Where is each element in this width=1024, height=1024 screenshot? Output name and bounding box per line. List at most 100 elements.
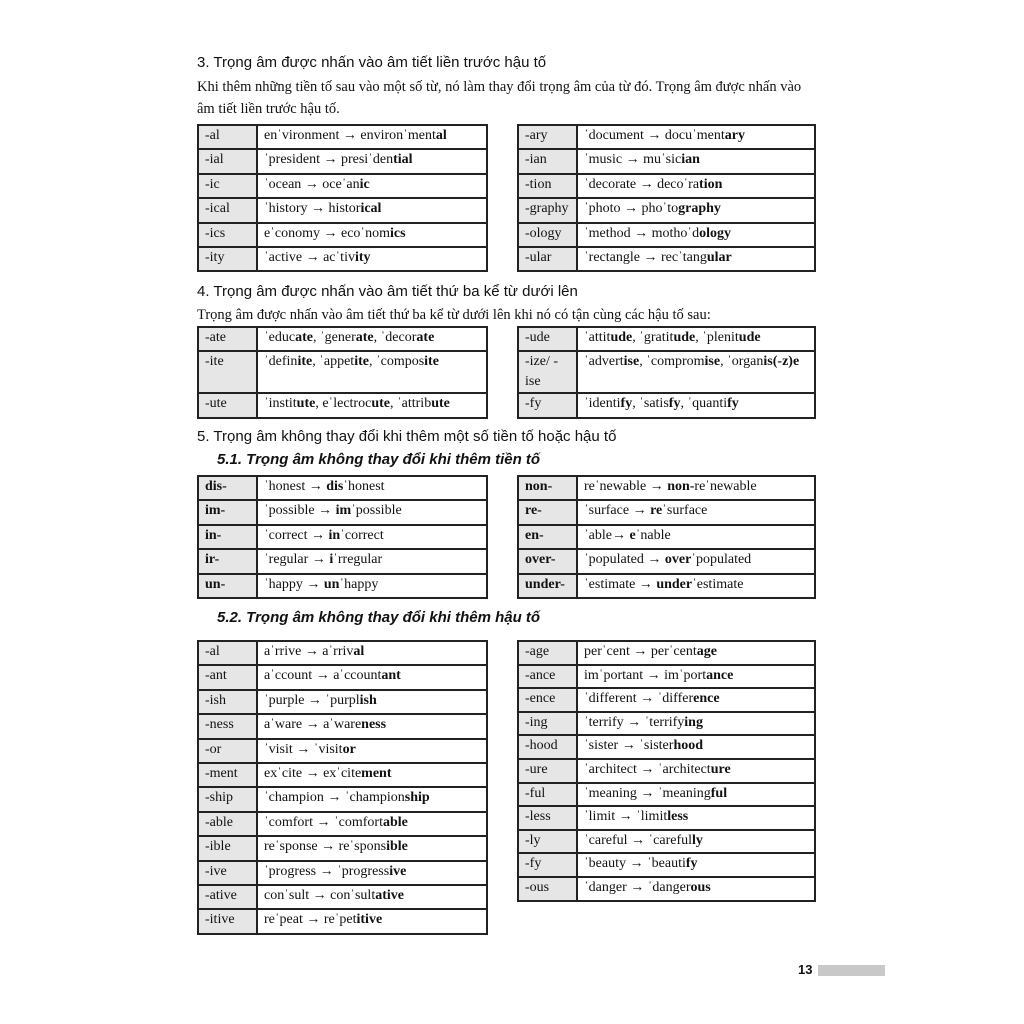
example-text: ˈidenti <box>584 396 621 412</box>
example-affix: re <box>650 503 663 519</box>
example-text: reˈnewable → <box>584 479 668 494</box>
example-cell: enˈvironment → environˈmental <box>256 123 488 151</box>
example-cell: ˈlimit → ˈlimitless <box>576 805 816 831</box>
page-number-bar <box>818 965 885 976</box>
example-text: ˈdifferent → ˈdiffer <box>584 691 694 707</box>
example-cell: ˈpurple → ˈpurplish <box>256 688 488 716</box>
table-row: -ic ˈocean → oceˈanic <box>197 172 488 200</box>
table-row: -ute ˈinstitute, eˈlectrocute, ˈattribute <box>197 392 488 419</box>
example-affix: ate <box>416 330 435 345</box>
section-5-2-heading: 5.2. Trọng âm không thay đổi khi thêm hậ… <box>217 609 541 626</box>
example-cell: ˈrectangle → recˈtangular <box>576 245 816 273</box>
example-affix: al <box>353 644 365 659</box>
example-affix: un <box>323 576 340 592</box>
example-cell: ˈpopulated → overˈpopulated <box>576 548 816 575</box>
example-text: ˈmethod → mothoˈd <box>584 225 700 241</box>
example-affix: ite <box>354 354 369 370</box>
example-text: , ˈcomprom <box>639 354 705 370</box>
table-row: -graphy ˈphoto → phoˈtography <box>517 197 816 224</box>
example-cell: ˈdanger → ˈdangerous <box>576 875 816 902</box>
table-row: -ible reˈsponse → reˈsponsible <box>197 835 488 862</box>
table-row: un- ˈhappy → unˈhappy <box>197 572 488 599</box>
example-text: reˈsponse → reˈspons <box>264 839 387 855</box>
affix-cell: -able <box>197 810 258 838</box>
example-cell: conˈsult → conˈsultative <box>256 883 488 911</box>
example-text: ˈdecorate → decoˈra <box>584 176 700 192</box>
table-5-2-right: -age perˈcent → perˈcentage -ance imˈportan… <box>517 640 816 902</box>
example-affix: ing <box>684 714 703 730</box>
example-text: ˈmeaning → ˈmeaning <box>584 785 711 801</box>
example-text: ˈrregular <box>333 552 383 568</box>
example-cell: reˈsponse → reˈsponsible <box>256 835 488 862</box>
affix-cell: dis- <box>197 474 258 502</box>
example-text: ˈinstit <box>264 396 297 412</box>
example-text: ˈattit <box>584 330 611 345</box>
example-text: ˈvisit → ˈvisit <box>264 741 343 757</box>
table-row: -ude ˈattitude, ˈgratitude, ˈplenitude <box>517 325 816 353</box>
example-affix: fy <box>685 856 698 872</box>
affix-cell: -ic <box>197 172 258 200</box>
table-row: -less ˈlimit → ˈlimitless <box>517 805 816 831</box>
example-text: ˈarchitect → ˈarchitect <box>584 761 711 777</box>
example-affix: hood <box>673 738 704 754</box>
example-text: ˈpresident → presiˈden <box>264 152 394 168</box>
affix-cell: -ial <box>197 148 258 175</box>
example-affix: ary <box>724 128 745 143</box>
example-text: ˈcorrect → <box>264 527 329 543</box>
example-cell: ˈcareful → ˈcarefully <box>576 828 816 855</box>
example-affix: ance <box>706 667 734 683</box>
example-text: enˈvironment → environˈment <box>264 128 436 143</box>
example-text: reˈpeat → reˈpet <box>264 912 357 928</box>
affix-cell: -ance <box>517 663 578 690</box>
section-4-heading: 4. Trọng âm được nhấn vào âm tiết thứ ba… <box>197 283 578 300</box>
table-3-right: -ary ˈdocument → docuˈmentary -ian ˈmusic →… <box>517 123 816 273</box>
example-affix: ly <box>692 832 703 848</box>
affix-cell: -hood <box>517 734 578 760</box>
table-row: -tion ˈdecorate → decoˈration <box>517 172 816 200</box>
example-cell: reˈpeat → reˈpetitive <box>256 908 488 935</box>
example-cell: aˈrrive → aˈrrival <box>256 639 488 667</box>
table-row: -ance imˈportant → imˈportance <box>517 663 816 690</box>
example-cell: ˈeducate, ˈgenerate, ˈdecorate <box>256 325 488 353</box>
section-5-1-heading: 5.1. Trọng âm không thay đổi khi thêm ti… <box>217 451 541 468</box>
example-cell: ˈinstitute, eˈlectrocute, ˈattribute <box>256 392 488 419</box>
example-cell: ˈmeaning → ˈmeaningful <box>576 781 816 808</box>
table-row: -ive ˈprogress → ˈprogressive <box>197 859 488 886</box>
example-affix: is(-z)e <box>763 354 800 370</box>
example-text: ˈrectangle → recˈtang <box>584 249 707 265</box>
example-text: , ˈcompos <box>368 354 425 370</box>
affix-cell: ir- <box>197 548 258 575</box>
table-row: -fy ˈbeauty → ˈbeautify <box>517 852 816 878</box>
example-affix: ute <box>371 396 390 412</box>
example-text: ˈocean → oceˈan <box>264 176 360 192</box>
example-affix: ology <box>699 225 731 241</box>
affix-cell: -ness <box>197 713 258 740</box>
section-5-heading: 5. Trọng âm không thay đổi khi thêm một … <box>197 428 617 445</box>
affix-cell: -ible <box>197 835 258 862</box>
example-text: ˈterrify → ˈterrify <box>584 714 685 730</box>
example-text: ˈprogress → ˈprogress <box>264 863 390 879</box>
example-cell: eˈconomy → ecoˈnomics <box>256 221 488 248</box>
example-text: , ˈattrib <box>389 396 432 412</box>
table-row: -ate ˈeducate, ˈgenerate, ˈdecorate <box>197 325 488 353</box>
section-4-paragraph: Trọng âm được nhấn vào âm tiết thứ ba kể… <box>197 307 711 323</box>
table-row: -ology ˈmethod → mothoˈdology <box>517 221 816 248</box>
example-affix: ment <box>361 765 392 781</box>
example-text: ˈpossible → <box>264 503 336 519</box>
affix-cell: re- <box>517 499 578 526</box>
affix-cell: -ical <box>197 197 258 224</box>
affix-cell: -ative <box>197 883 258 911</box>
example-text: aˈccount → aˈccount <box>264 668 382 684</box>
affix-cell: -al <box>197 123 258 151</box>
affix-cell: -ure <box>517 757 578 784</box>
example-affix: ute <box>431 396 450 412</box>
section-3-heading: 3. Trọng âm được nhấn vào âm tiết liền t… <box>197 54 547 71</box>
table-row: -ful ˈmeaning → ˈmeaningful <box>517 781 816 808</box>
table-row: -itive reˈpeat → reˈpetitive <box>197 908 488 935</box>
affix-cell: -ful <box>517 781 578 808</box>
example-cell: ˈsister → ˈsisterhood <box>576 734 816 760</box>
example-cell: ˈregular → iˈrregular <box>256 548 488 575</box>
table-row: -ize/ -ise ˈadvertise, ˈcompromise, ˈorga… <box>517 350 816 395</box>
example-cell: ˈattitude, ˈgratitude, ˈplenitude <box>576 325 816 353</box>
affix-cell: -ize/ -ise <box>517 350 578 395</box>
